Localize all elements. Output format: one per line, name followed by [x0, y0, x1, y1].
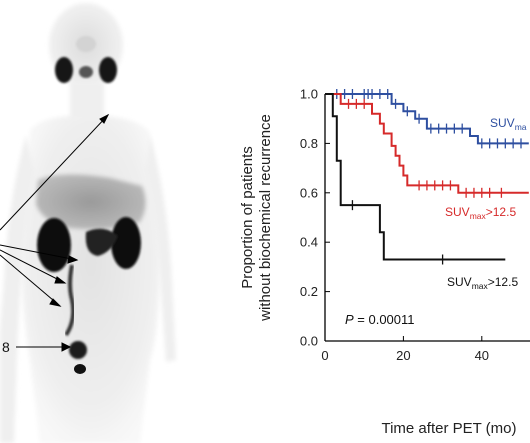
km-curve [325, 93, 529, 194]
series-label-main: SUV [490, 116, 515, 130]
y-axis-title-line-1: Proportion of patients [239, 146, 256, 289]
pet-nasal-uptake [76, 36, 96, 52]
series-label: SUVma [490, 116, 527, 132]
series-label-threshold: >12.5 [486, 205, 517, 219]
y-tick-label: 0.6 [300, 185, 318, 200]
km-curve [325, 93, 506, 261]
pet-right-arm [146, 135, 176, 362]
y-tick-label: 0.2 [300, 284, 318, 299]
pet-left-arm [0, 135, 34, 443]
arrow-abdominal-2 [0, 249, 66, 284]
p-value-symbol: P [345, 312, 354, 327]
chart-axes: 0.0 0.2 0.4 0.6 0.8 1.0 0 20 40 [300, 87, 530, 363]
series-label: SUVmax>12.5 [447, 275, 518, 291]
arrow-abdominal-3 [0, 254, 61, 307]
p-value-text: = 0.00011 [354, 312, 415, 327]
x-tick-label: 20 [396, 348, 410, 363]
arrowhead-abdominal-3 [49, 298, 62, 307]
pet-lesion-label: 8 [2, 339, 10, 355]
y-tick-label: 0.8 [300, 136, 318, 151]
series-group: SUVmax>12.5 [325, 93, 518, 291]
series-label-subscript: ma [515, 122, 527, 132]
arrow-abdominal-1 [0, 244, 78, 261]
y-tick-label: 0.4 [300, 235, 318, 250]
pet-scan-image: 8 [0, 0, 200, 443]
series-label-subscript: max [470, 211, 487, 221]
y-tick-label: 0.0 [300, 334, 318, 349]
pet-prostate-lesion [74, 364, 86, 374]
y-axis-title-line-2: without biochemical recurrence [257, 114, 274, 322]
pet-bladder [69, 341, 87, 359]
series-group: SUVma [325, 89, 529, 149]
x-tick-label: 40 [475, 348, 489, 363]
arrowhead-abdominal-2 [54, 276, 67, 284]
pet-ureter [64, 264, 76, 337]
series-group: SUVmax>12.5 [325, 93, 529, 221]
series-label-main: SUV [445, 205, 470, 219]
pet-bowel-uptake [85, 228, 118, 256]
x-axis-title: Time after PET (mo) [381, 420, 516, 437]
pet-oral-uptake [79, 66, 93, 78]
arrowhead-neck-node [99, 113, 110, 124]
pet-brain-uptake-left [55, 57, 73, 83]
pet-brain-uptake-right [99, 57, 117, 83]
p-value-annotation: P = 0.00011 [345, 312, 415, 327]
pet-left-kidney [37, 218, 71, 272]
pet-torso [21, 116, 160, 443]
arrowhead-abdominal-1 [67, 255, 79, 264]
x-tick-label: 0 [321, 348, 328, 363]
km-curve [325, 93, 529, 145]
arrow-neck-node [0, 114, 109, 231]
arrowhead-prostate [61, 342, 72, 352]
series-label-subscript: max [472, 281, 489, 291]
series-label: SUVmax>12.5 [445, 205, 516, 221]
pet-liver [36, 174, 146, 230]
series-label-threshold: >12.5 [488, 275, 519, 289]
pet-right-kidney [111, 217, 141, 269]
kaplan-meier-chart: 0.00.20.40.60.81.00 20 40 SUVmaSUVmax>12.5… [239, 87, 530, 437]
series-label-main: SUV [447, 275, 472, 289]
y-tick-label: 1.0 [300, 87, 318, 102]
pet-neck [70, 82, 104, 122]
